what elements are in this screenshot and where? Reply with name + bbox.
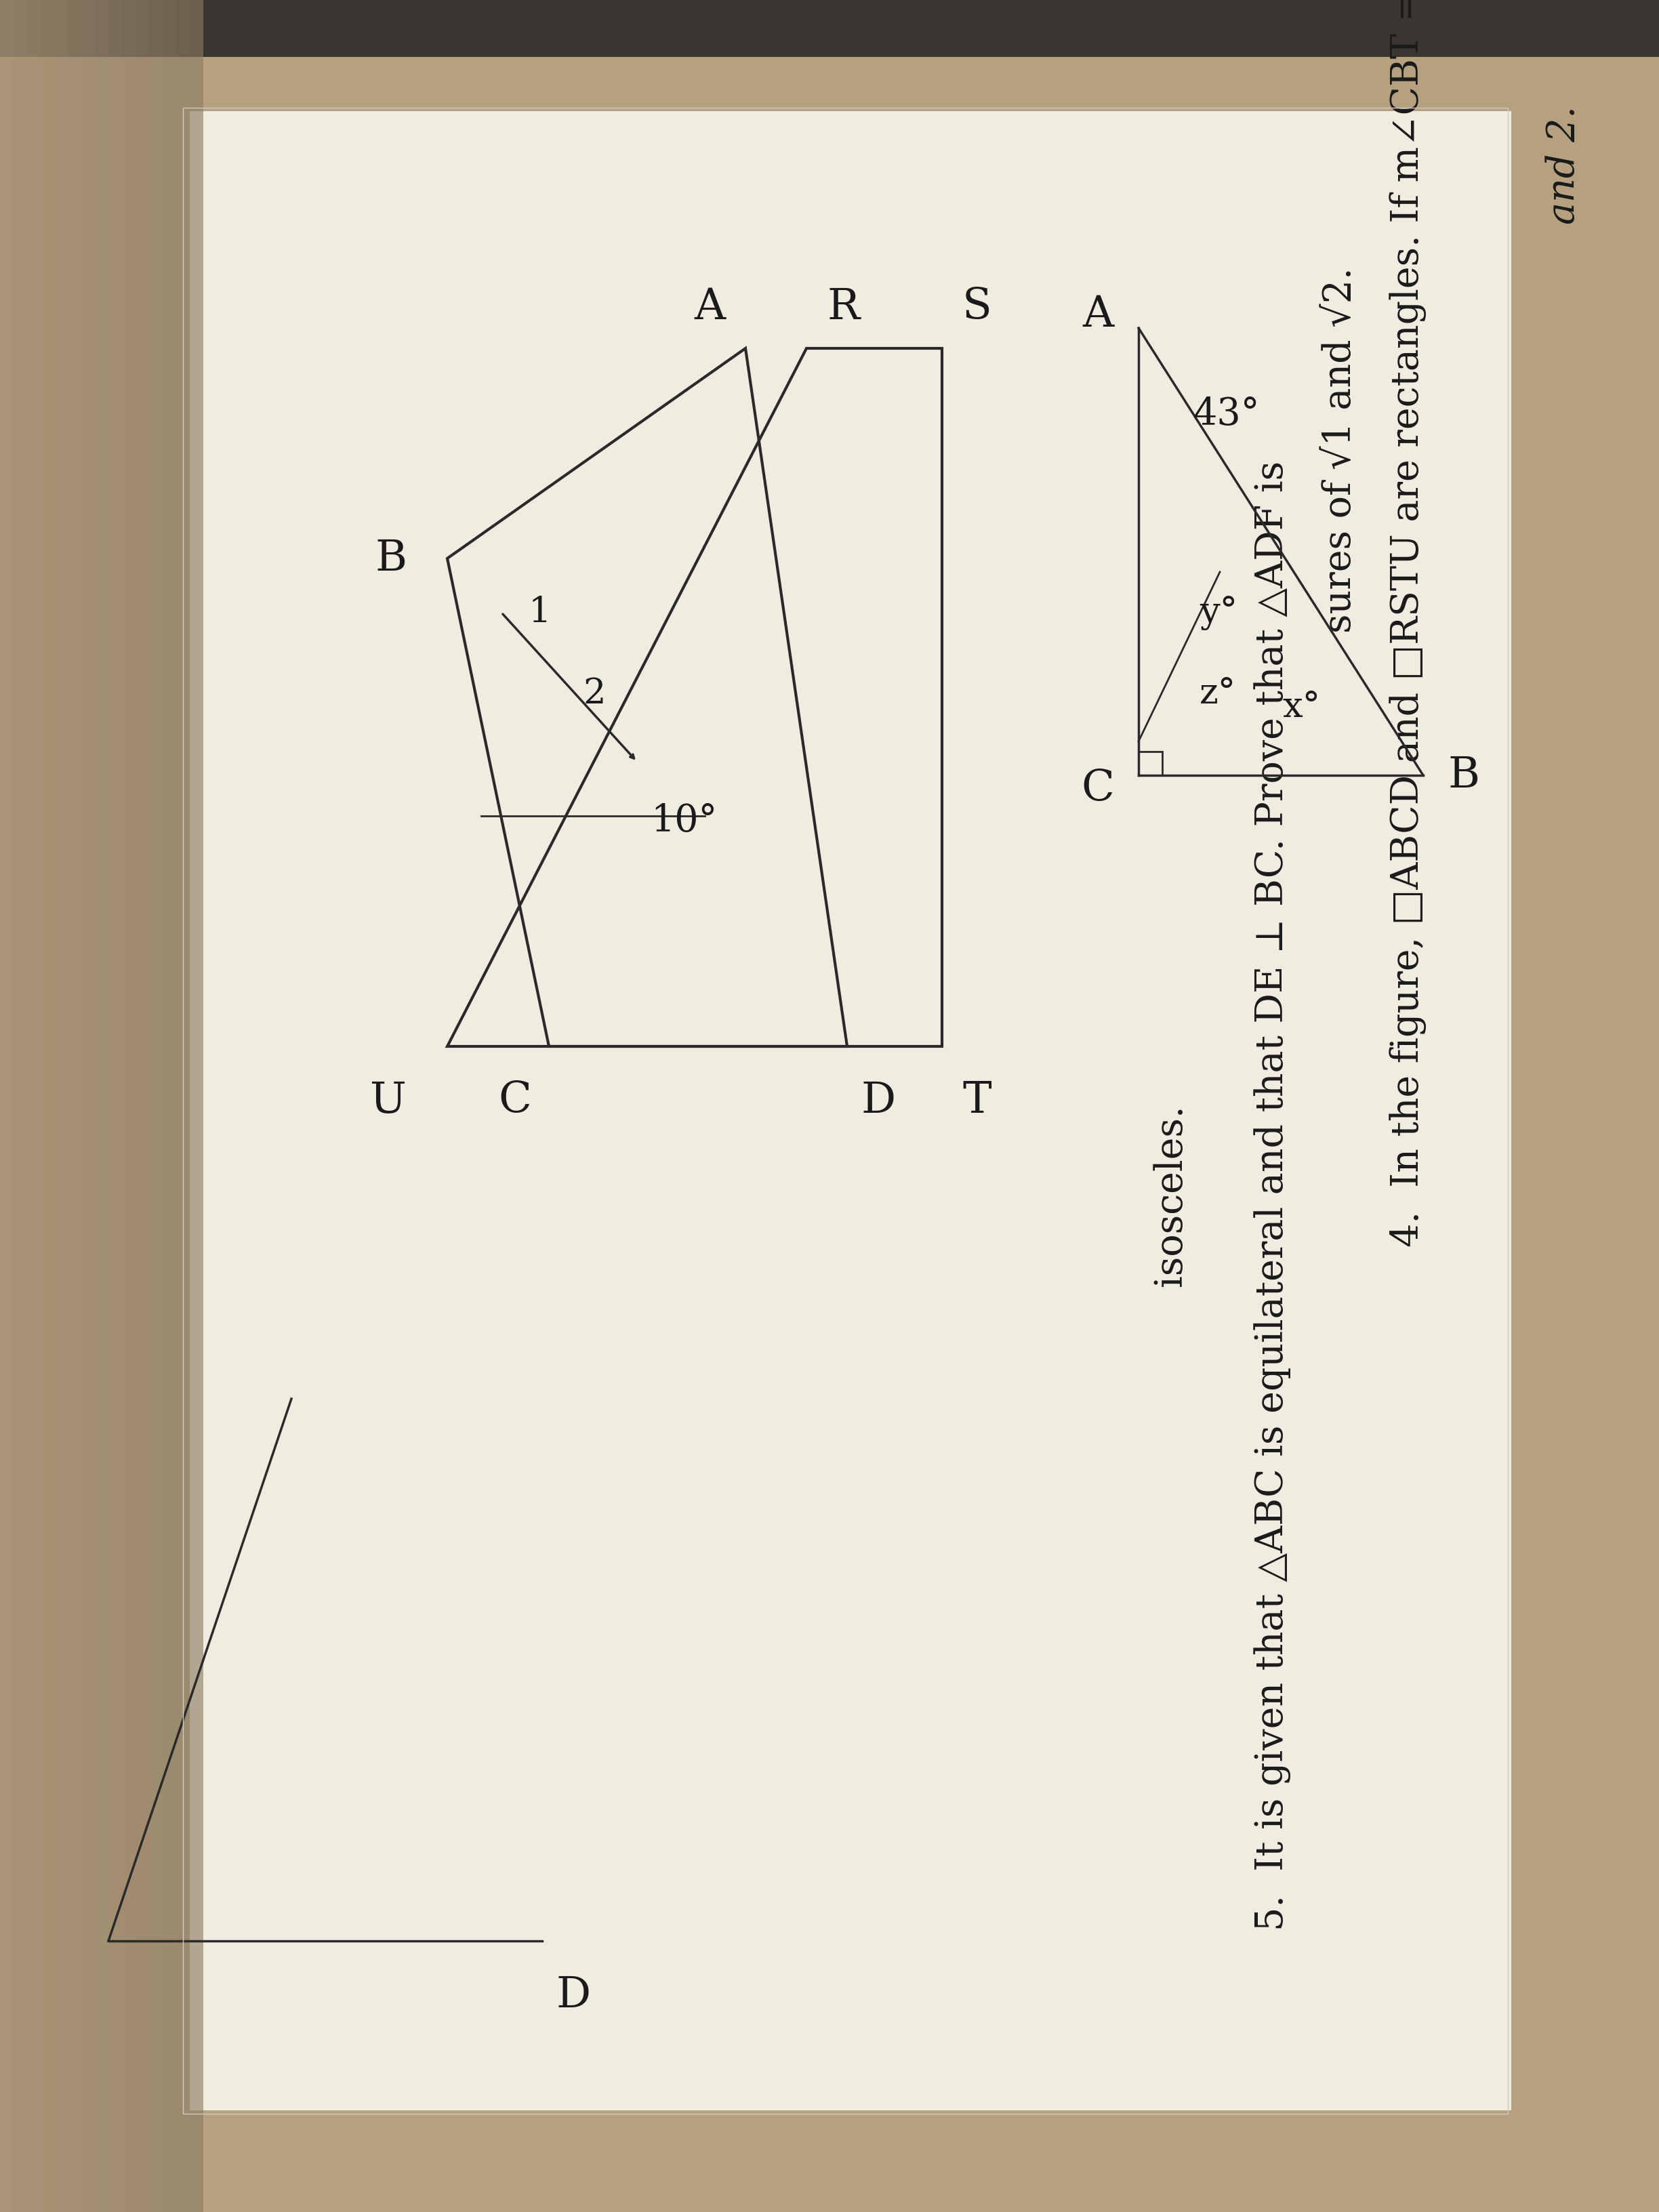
Bar [163, 0, 176, 2212]
Text: U: U [370, 1079, 406, 1121]
Text: D: D [861, 1079, 896, 1121]
Text: 1: 1 [529, 595, 551, 630]
Bar [95, 0, 108, 2212]
Text: x°: x° [1282, 690, 1321, 726]
Text: C: C [1082, 768, 1115, 810]
Bar [189, 0, 204, 2212]
Text: y°: y° [1199, 595, 1238, 630]
Text: 43°: 43° [1193, 396, 1259, 434]
Bar [81, 0, 95, 2212]
Bar [149, 0, 163, 2212]
Text: 5.  It is given that △ABC is equilateral and that DE ⊥ BC. Prove that △ADF is: 5. It is given that △ABC is equilateral … [1254, 460, 1291, 1931]
Text: 2: 2 [582, 677, 606, 712]
Bar [123, 0, 136, 2212]
Text: A: A [693, 288, 725, 327]
Bar [68, 0, 81, 2212]
Bar [0, 0, 1659, 58]
Text: and 2.: and 2. [1545, 106, 1583, 226]
Bar [0, 0, 13, 2212]
Text: R: R [826, 288, 859, 327]
Bar [108, 0, 123, 2212]
Text: B: B [1448, 754, 1480, 796]
Text: D: D [556, 1975, 591, 2015]
Bar [1138, 752, 1163, 774]
Text: A: A [1082, 294, 1113, 336]
Text: 4.  In the figure, □ABCD and □RSTU are rectangles. If m∠CBT = 10, find the mea-: 4. In the figure, □ABCD and □RSTU are re… [1389, 0, 1427, 1248]
Text: z°: z° [1199, 677, 1236, 712]
Text: sures of √1 and √2.: sures of √1 and √2. [1322, 268, 1359, 633]
Bar [55, 0, 68, 2212]
Text: 10°: 10° [650, 803, 717, 841]
Bar [27, 0, 41, 2212]
FancyBboxPatch shape [189, 111, 1511, 2110]
Text: B: B [375, 538, 406, 580]
Bar [13, 0, 27, 2212]
Text: C: C [498, 1079, 531, 1121]
Bar [176, 0, 189, 2212]
Text: S: S [962, 288, 992, 327]
Bar [41, 0, 55, 2212]
Text: T: T [962, 1079, 990, 1121]
Bar [136, 0, 149, 2212]
Text: isosceles.: isosceles. [1151, 1104, 1190, 1287]
Bar [0, 0, 204, 2212]
